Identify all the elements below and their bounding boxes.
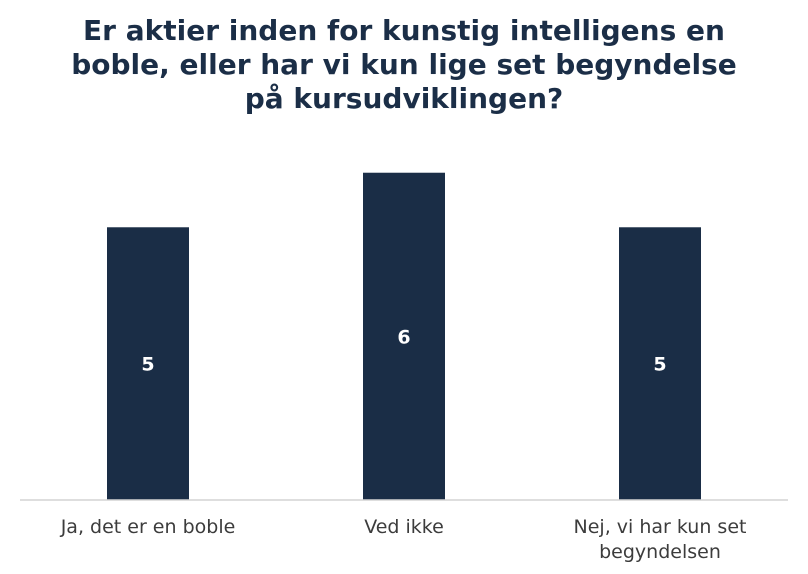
chart-title-line-3: på kursudviklingen? — [244, 82, 564, 115]
bar-3 — [619, 227, 701, 501]
chart-title-line-1: Er aktier inden for kunstig intelligens … — [83, 14, 725, 47]
data-label-2: 6 — [397, 326, 410, 348]
data-label-3: 5 — [653, 354, 666, 376]
bars-layer: 5 6 5 — [107, 172, 701, 501]
category-label-3-line-1: Nej, vi har kun set — [574, 516, 747, 538]
bar-1 — [107, 227, 189, 501]
chart-title-line-2: boble, eller har vi kun lige set begynde… — [71, 48, 737, 81]
category-label-2: Ved ikke — [364, 516, 444, 538]
bar-2 — [363, 172, 445, 500]
chart-title: Er aktier inden for kunstig intelligens … — [40, 14, 768, 116]
category-label-1: Ja, det er en boble — [60, 516, 236, 538]
data-label-1: 5 — [141, 354, 154, 376]
category-label-3-line-2: begyndelsen — [599, 541, 721, 563]
labels-layer: Ja, det er en boble Ved ikke Nej, vi har k… — [60, 516, 747, 563]
